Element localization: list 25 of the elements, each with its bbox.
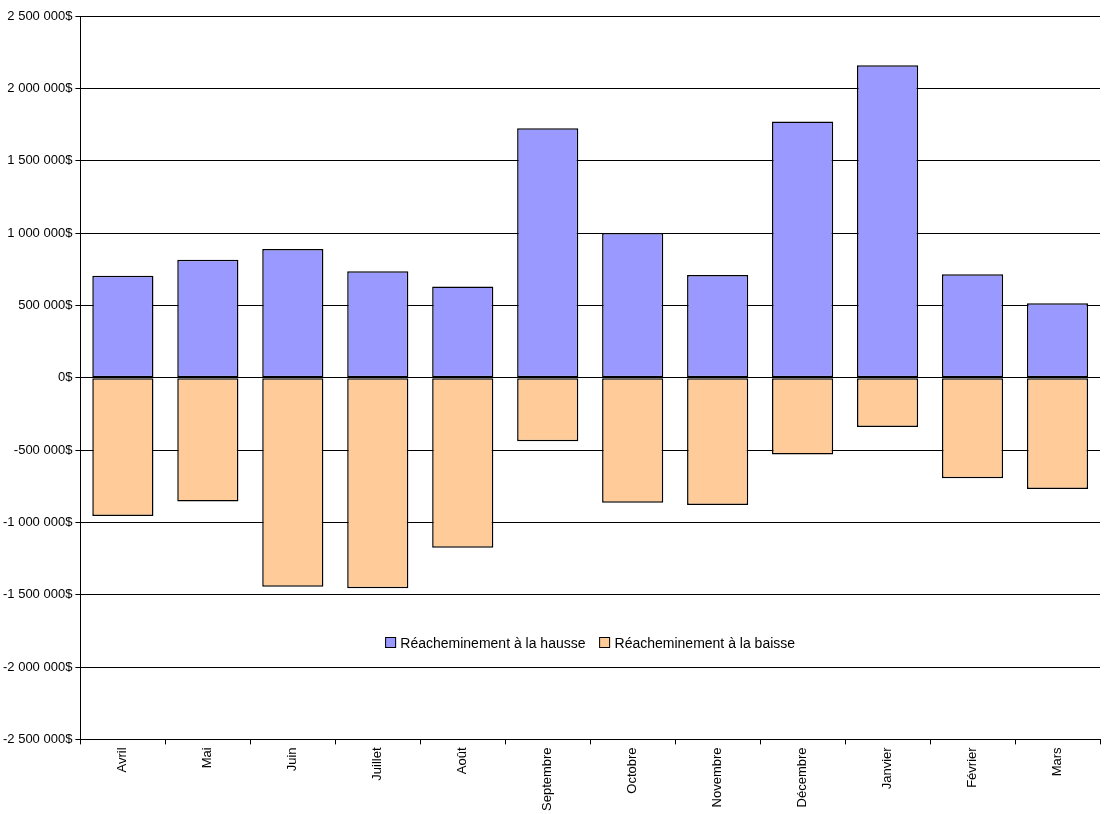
y-tick-label: 1 000 000$: [7, 224, 74, 240]
x-tick-label: Octobre: [624, 747, 640, 794]
legend-label: Réacheminement à la hausse: [400, 634, 586, 651]
x-tick-label: Août: [454, 747, 470, 775]
y-tick-label: -1 500 000$: [2, 586, 74, 602]
x-tick-label: Mai: [199, 747, 215, 769]
y-tick-label: 500 000$: [18, 296, 74, 312]
y-tick-label: 2 500 000$: [7, 7, 74, 23]
x-tick-label: Janvier: [879, 746, 895, 790]
x-tick-label: Mars: [1049, 746, 1065, 777]
y-tick-label: -2 000 000$: [2, 658, 74, 674]
y-tick-label: -1 000 000$: [2, 513, 74, 529]
x-tick-label: Novembre: [709, 747, 725, 808]
x-tick-label: Décembre: [794, 747, 810, 808]
y-tick-label: -2 500 000$: [2, 730, 74, 746]
x-tick-label: Juin: [284, 747, 300, 772]
y-tick-label: 0$: [57, 369, 74, 385]
x-tick-label: Février: [964, 746, 980, 788]
legend-label: Réacheminement à la baisse: [614, 634, 796, 651]
x-tick-label: Juillet: [369, 747, 385, 781]
y-tick-label: 1 500 000$: [7, 152, 74, 168]
y-tick-label: 2 000 000$: [7, 79, 74, 95]
x-tick-label: Avril: [114, 747, 130, 773]
y-tick-label: -500 000$: [13, 441, 74, 457]
x-tick-label: Septembre: [539, 747, 555, 811]
